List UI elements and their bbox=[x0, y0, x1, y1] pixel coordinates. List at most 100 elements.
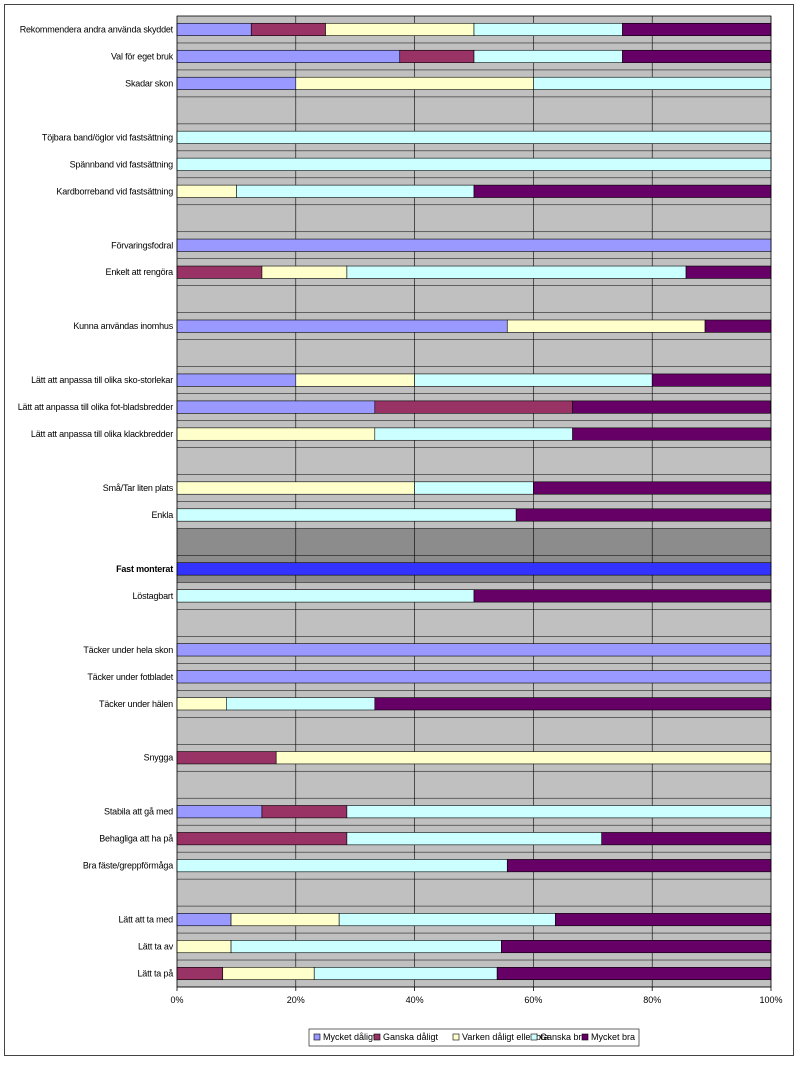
bar-segment bbox=[176, 157, 772, 171]
x-tick-label: 40% bbox=[406, 995, 424, 1005]
bar-segment bbox=[622, 49, 772, 63]
bar-segment bbox=[651, 373, 772, 387]
bar-segment bbox=[338, 913, 556, 927]
legend-label: Ganska dåligt bbox=[383, 1032, 439, 1042]
x-tick-label: 80% bbox=[643, 995, 661, 1005]
category-label: Lätt att anpassa till olika sko-storleka… bbox=[31, 375, 173, 385]
category-label: Täcker under hälen bbox=[99, 699, 173, 709]
category-label: Lätt ta av bbox=[138, 942, 174, 952]
bar-segment bbox=[346, 832, 603, 846]
x-tick-label: 60% bbox=[524, 995, 542, 1005]
plot-border bbox=[176, 15, 772, 988]
bar-segment bbox=[313, 967, 498, 981]
bar-segment bbox=[555, 913, 772, 927]
bar-segment bbox=[414, 373, 653, 387]
legend-label: Varken dåligt eller bra bbox=[462, 1032, 549, 1042]
legend-label: Mycket dåligt bbox=[323, 1032, 376, 1042]
bar-segment bbox=[704, 319, 772, 333]
bar-segment bbox=[176, 49, 401, 63]
bar-segment bbox=[230, 940, 502, 954]
bar-segment bbox=[473, 589, 772, 603]
bar-segment bbox=[176, 751, 277, 765]
bar-segment bbox=[226, 697, 376, 711]
bar-segment bbox=[295, 373, 415, 387]
bar-segment bbox=[176, 400, 376, 414]
bar-segment bbox=[572, 427, 772, 441]
bar-segment bbox=[176, 643, 772, 657]
bar-segment bbox=[473, 184, 772, 198]
bar-segment bbox=[176, 670, 772, 684]
bar-segment bbox=[496, 967, 772, 981]
bar-segment bbox=[176, 589, 475, 603]
bar-segment bbox=[261, 265, 348, 279]
bar-segment bbox=[346, 805, 772, 819]
bar-segment bbox=[176, 481, 415, 495]
bar-segment bbox=[473, 22, 623, 36]
category-label: Enkelt att rengöra bbox=[106, 267, 174, 277]
bar-segment bbox=[176, 265, 263, 279]
bar-segment bbox=[325, 22, 475, 36]
bar-segment bbox=[473, 49, 623, 63]
bar-segment bbox=[176, 940, 232, 954]
bar-segment bbox=[176, 76, 297, 90]
legend-box bbox=[308, 1028, 640, 1047]
bar-segment bbox=[176, 319, 508, 333]
category-label: Snygga bbox=[144, 753, 174, 763]
bar-segment bbox=[414, 481, 534, 495]
category-label: Löstagbart bbox=[132, 591, 173, 601]
bar-segment bbox=[261, 805, 348, 819]
bar-segment bbox=[685, 265, 772, 279]
bar-segment bbox=[176, 562, 772, 576]
legend-swatch bbox=[373, 1033, 381, 1041]
bar-segment bbox=[515, 508, 772, 522]
category-label: Täcker under hela skon bbox=[83, 645, 173, 655]
category-label: Lätt att anpassa till olika fot-bladsbre… bbox=[18, 402, 173, 412]
bar-segment bbox=[176, 913, 232, 927]
bar-segment bbox=[236, 184, 475, 198]
x-tick-label: 100% bbox=[759, 995, 782, 1005]
bar-segment bbox=[374, 427, 573, 441]
bar-segment bbox=[622, 22, 772, 36]
category-label: Små/Tar liten plats bbox=[103, 483, 174, 493]
category-label: Val för eget bruk bbox=[111, 51, 174, 61]
bar-segment bbox=[176, 238, 772, 252]
category-label: Bra fäste/greppförmåga bbox=[83, 861, 173, 871]
bar-segment bbox=[374, 697, 772, 711]
category-label: Rekommendera andra använda skyddet bbox=[20, 24, 174, 34]
bar-segment bbox=[506, 319, 706, 333]
category-label: Stabila att gå med bbox=[104, 807, 173, 817]
legend: Mycket dåligt Ganska dåligt Varken dåligt … bbox=[308, 1028, 640, 1047]
bar-segment bbox=[176, 130, 772, 144]
legend-label: Mycket bra bbox=[591, 1032, 635, 1042]
bar-segment bbox=[250, 22, 326, 36]
category-label: Kunna användas inomhus bbox=[73, 321, 173, 331]
chart-frame: Rekommendera andra använda skyddet Val fö… bbox=[4, 4, 794, 1056]
category-label: Lätt att ta med bbox=[118, 915, 173, 925]
category-label: Spännband vid fastsättning bbox=[70, 159, 174, 169]
bar-segment bbox=[601, 832, 772, 846]
legend-swatch bbox=[581, 1033, 589, 1041]
x-tick-label: 20% bbox=[287, 995, 305, 1005]
bar-segment bbox=[399, 49, 475, 63]
bar-segment bbox=[572, 400, 771, 414]
category-label: Lätt ta på bbox=[137, 969, 173, 979]
bar-segment bbox=[176, 697, 227, 711]
bar-segment bbox=[275, 751, 772, 765]
legend-label: Ganska bra bbox=[540, 1032, 587, 1042]
category-label: Fast monterat bbox=[116, 564, 173, 574]
highlight-band bbox=[177, 528, 771, 556]
bar-segment bbox=[346, 265, 687, 279]
bar-segment bbox=[176, 508, 517, 522]
category-label: Behagliga att ha på bbox=[99, 834, 173, 844]
bar-segment bbox=[222, 967, 315, 981]
bar-segment bbox=[176, 373, 297, 387]
bar-segment bbox=[533, 76, 772, 90]
bar-segment bbox=[506, 859, 772, 873]
category-label: Lätt att anpassa till olika klackbredder bbox=[31, 429, 173, 439]
bar-segment bbox=[176, 859, 508, 873]
legend-swatch bbox=[530, 1033, 538, 1041]
bar-segment bbox=[295, 76, 534, 90]
bar-segment bbox=[176, 832, 348, 846]
bar-segment bbox=[533, 481, 772, 495]
category-label: Töjbara band/öglor vid fastsättning bbox=[42, 132, 173, 142]
